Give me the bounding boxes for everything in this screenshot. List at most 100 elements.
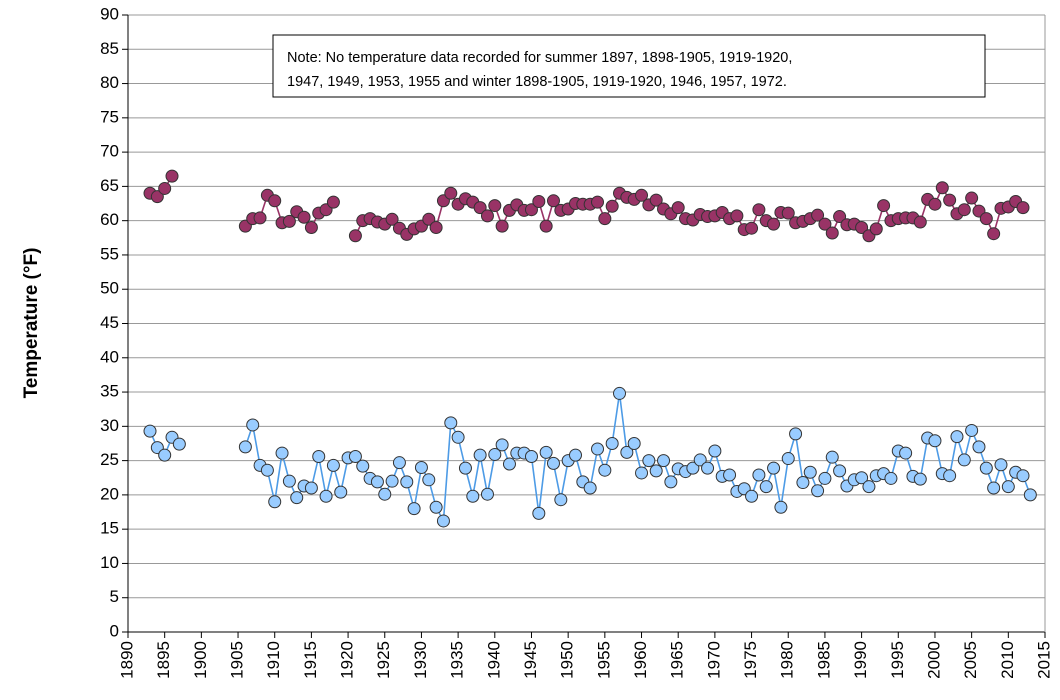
x-tick-label: 2005 xyxy=(961,641,980,679)
y-tick-label: 85 xyxy=(100,39,119,58)
data-point xyxy=(899,446,913,460)
data-point xyxy=(759,480,773,494)
data-point xyxy=(158,181,172,195)
data-point xyxy=(488,199,502,213)
data-point xyxy=(635,188,649,202)
data-point xyxy=(620,445,634,459)
x-tick-label: 1940 xyxy=(484,641,503,679)
data-point xyxy=(546,194,560,208)
data-point xyxy=(752,468,766,482)
data-point xyxy=(877,199,891,213)
x-tick-label: 1905 xyxy=(228,641,247,679)
data-point xyxy=(708,444,722,458)
data-point xyxy=(664,475,678,489)
x-tick-label: 2000 xyxy=(924,641,943,679)
data-point xyxy=(282,474,296,488)
data-point xyxy=(458,461,472,475)
data-point xyxy=(605,199,619,213)
data-point xyxy=(598,212,612,226)
data-point xyxy=(818,217,832,231)
data-point xyxy=(591,195,605,209)
data-point xyxy=(297,210,311,224)
x-tick-label: 1980 xyxy=(778,641,797,679)
data-point xyxy=(451,430,465,444)
data-point xyxy=(407,502,421,516)
data-point xyxy=(1016,469,1030,483)
data-point xyxy=(539,445,553,459)
data-point xyxy=(290,491,304,505)
data-point xyxy=(436,514,450,528)
data-point xyxy=(928,197,942,211)
data-point xyxy=(818,471,832,485)
data-point xyxy=(422,212,436,226)
data-point xyxy=(745,489,759,503)
y-tick-label: 15 xyxy=(100,519,119,538)
data-point xyxy=(833,210,847,224)
data-point xyxy=(378,487,392,501)
data-point xyxy=(825,450,839,464)
data-point xyxy=(833,464,847,478)
annotation: 1947, 1949, 1953, 1955 and winter 1898-1… xyxy=(287,74,787,90)
data-point xyxy=(943,193,957,207)
data-point xyxy=(605,436,619,450)
data-point xyxy=(568,448,582,462)
data-point xyxy=(957,203,971,217)
y-tick-label: 50 xyxy=(100,279,119,298)
data-point xyxy=(591,442,605,456)
x-tick-label: 1990 xyxy=(851,641,870,679)
data-point xyxy=(488,447,502,461)
data-point xyxy=(304,221,318,235)
x-tick-label: 1920 xyxy=(338,641,357,679)
data-point xyxy=(165,169,179,183)
data-point xyxy=(913,472,927,486)
data-point xyxy=(392,456,406,470)
data-point xyxy=(253,211,267,225)
data-point xyxy=(143,424,157,438)
data-point xyxy=(260,463,274,477)
data-point xyxy=(268,495,282,509)
data-point xyxy=(862,480,876,494)
y-tick-label: 40 xyxy=(100,347,119,366)
x-tick-label: 1925 xyxy=(374,641,393,679)
annotation-box xyxy=(272,34,986,98)
x-tick-label: 1985 xyxy=(814,641,833,679)
y-tick-label: 60 xyxy=(100,210,119,229)
data-point xyxy=(613,386,627,400)
data-point xyxy=(781,452,795,466)
data-point xyxy=(150,190,164,204)
data-point xyxy=(752,203,766,217)
y-tick-label: 0 xyxy=(110,621,119,640)
data-point xyxy=(334,485,348,499)
data-point xyxy=(1016,201,1030,215)
data-point xyxy=(312,449,326,463)
data-point xyxy=(957,453,971,467)
x-tick-label: 1900 xyxy=(191,641,210,679)
data-point xyxy=(466,489,480,503)
data-point xyxy=(480,209,494,223)
data-point xyxy=(884,471,898,485)
data-point xyxy=(657,454,671,468)
data-point xyxy=(935,181,949,195)
y-tick-label: 70 xyxy=(100,142,119,161)
data-point xyxy=(855,221,869,235)
data-point xyxy=(326,195,340,209)
data-point xyxy=(524,203,538,217)
y-tick-label: 25 xyxy=(100,450,119,469)
x-tick-label: 1965 xyxy=(668,641,687,679)
data-point xyxy=(473,448,487,462)
data-point xyxy=(348,449,362,463)
data-point xyxy=(385,212,399,226)
data-point xyxy=(326,458,340,472)
x-tick-label: 1970 xyxy=(704,641,723,679)
x-tick-label: 2010 xyxy=(998,641,1017,679)
x-tick-label: 1930 xyxy=(411,641,430,679)
y-axis-title: Temperature (°F) xyxy=(21,248,42,399)
data-point xyxy=(994,458,1008,472)
data-point xyxy=(532,194,546,208)
x-tick-label: 1895 xyxy=(154,641,173,679)
x-tick-label: 1915 xyxy=(301,641,320,679)
data-point xyxy=(767,217,781,231)
data-point xyxy=(701,461,715,475)
y-tick-label: 65 xyxy=(100,176,119,195)
